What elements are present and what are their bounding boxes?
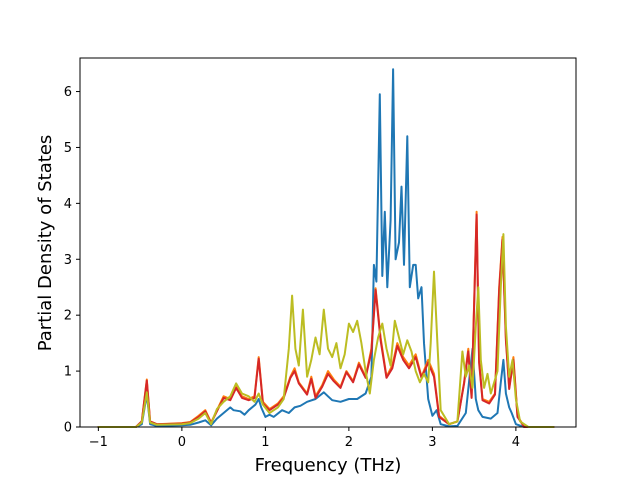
y-axis: 0 1 2 3 4 5 6 <box>64 85 80 436</box>
y-tick-label: 3 <box>64 253 72 268</box>
y-tick-label: 2 <box>64 309 72 324</box>
series-line-4 <box>97 233 555 428</box>
y-tick-label: 4 <box>64 197 72 212</box>
y-tick-label: 1 <box>64 365 72 380</box>
series-layer <box>97 68 555 428</box>
x-tick-label: 3 <box>428 435 436 450</box>
x-tick-label: 2 <box>345 435 353 450</box>
y-tick-label: 0 <box>64 421 72 436</box>
x-axis: −1 0 1 2 3 4 <box>89 427 520 450</box>
x-tick-label: 0 <box>178 435 186 450</box>
x-tick-label: 4 <box>512 435 520 450</box>
y-tick-label: 5 <box>64 141 72 156</box>
series-line-1 <box>97 68 555 428</box>
y-axis-label: Partial Density of States <box>35 135 56 352</box>
plot-frame <box>79 57 577 428</box>
y-tick-label: 6 <box>64 85 72 100</box>
x-tick-label: −1 <box>89 435 108 450</box>
x-axis-label: Frequency (THz) <box>255 455 402 476</box>
x-tick-label: 1 <box>261 435 269 450</box>
